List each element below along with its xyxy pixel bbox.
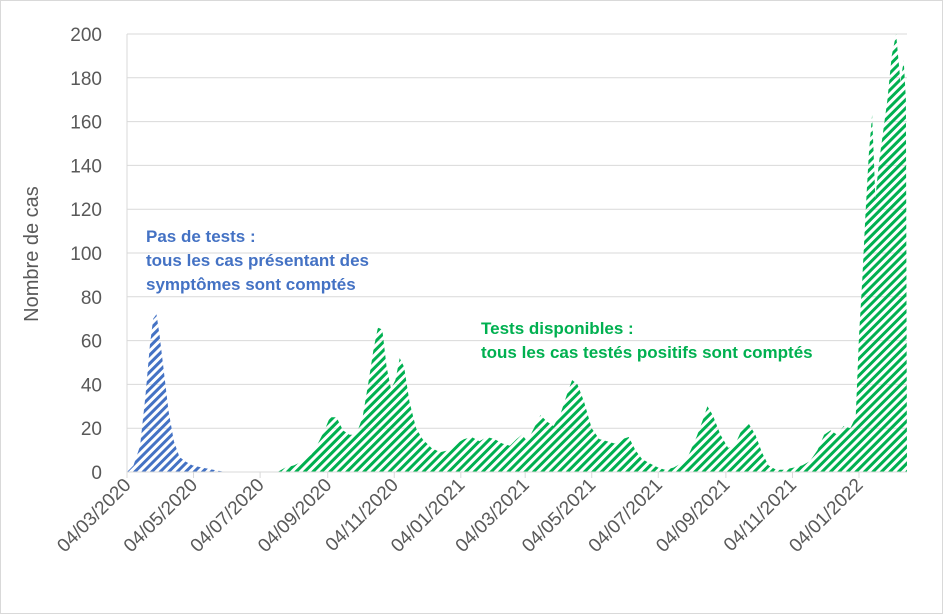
x-tick-labels: 04/03/202004/05/202004/07/202004/09/2020… <box>53 472 868 557</box>
y-tick-label: 80 <box>81 288 102 309</box>
y-tick-label: 100 <box>70 244 102 265</box>
annotation-2-line: tous les cas testés positifs sont compté… <box>481 343 813 362</box>
area-series-2 <box>277 34 907 472</box>
annotation-1-line: Pas de tests : <box>146 227 256 246</box>
y-tick-label: 140 <box>70 156 102 177</box>
y-tick-label: 200 <box>70 25 102 46</box>
y-tick-label: 160 <box>70 113 102 134</box>
annotations: Pas de tests : tous les cas présentant de… <box>146 227 813 362</box>
y-tick-labels: 0 20 40 60 80 100 120 140 160 180 200 <box>70 25 102 484</box>
y-tick-label: 180 <box>70 69 102 90</box>
axes <box>126 34 907 473</box>
y-tick-label: 0 <box>91 463 102 484</box>
y-tick-label: 40 <box>81 375 102 396</box>
y-tick-label: 120 <box>70 200 102 221</box>
y-tick-label: 60 <box>81 332 102 353</box>
annotation-2-line: Tests disponibles : <box>481 319 634 338</box>
area-series-1 <box>127 314 226 472</box>
y-tick-label: 20 <box>81 419 102 440</box>
y-axis-title: Nombre de cas <box>21 186 43 322</box>
data-areas <box>127 34 907 472</box>
annotation-1-line: tous les cas présentant des <box>146 251 369 270</box>
gridlines <box>127 33 907 429</box>
annotation-1-line: symptômes sont comptés <box>146 275 356 294</box>
